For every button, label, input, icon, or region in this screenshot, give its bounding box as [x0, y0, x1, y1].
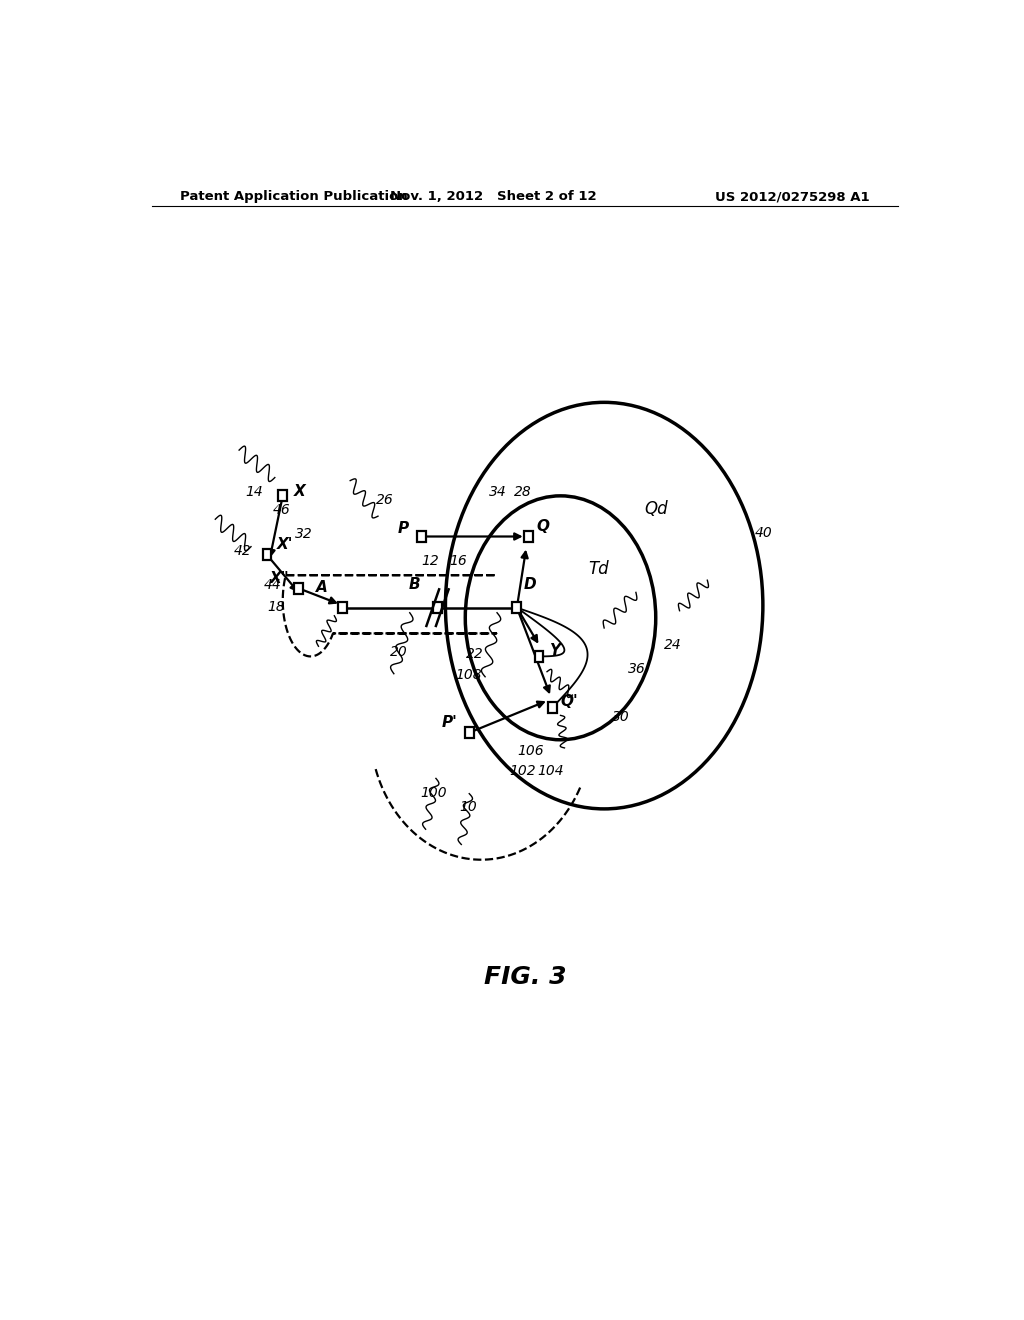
Text: 30: 30: [612, 710, 630, 725]
Text: 44: 44: [263, 578, 282, 593]
Text: B: B: [409, 577, 420, 593]
Text: 46: 46: [272, 503, 290, 517]
Text: US 2012/0275298 A1: US 2012/0275298 A1: [716, 190, 870, 203]
Bar: [294, 582, 303, 594]
Text: 36: 36: [628, 661, 646, 676]
Bar: [535, 651, 544, 663]
Text: Qd: Qd: [644, 500, 668, 517]
Bar: [465, 727, 474, 738]
Bar: [548, 702, 557, 713]
Text: 40: 40: [755, 525, 773, 540]
Text: Q: Q: [537, 519, 550, 533]
Text: 12: 12: [422, 554, 439, 568]
Bar: [338, 602, 347, 614]
Bar: [279, 490, 287, 502]
Text: 100: 100: [420, 785, 446, 800]
Text: 28: 28: [514, 484, 531, 499]
Bar: [524, 531, 534, 543]
Bar: [433, 602, 442, 614]
Text: Y: Y: [549, 643, 559, 657]
Text: 20: 20: [390, 645, 408, 660]
Bar: [262, 549, 271, 561]
Text: 16: 16: [450, 554, 467, 568]
Text: 106: 106: [517, 744, 544, 758]
Text: P': P': [441, 715, 458, 730]
Text: 22: 22: [466, 648, 483, 661]
Text: X': X': [276, 537, 293, 552]
Text: 108: 108: [456, 668, 482, 682]
Text: 18: 18: [267, 599, 285, 614]
Text: 34: 34: [489, 484, 507, 499]
Text: 24: 24: [664, 639, 681, 652]
Text: A: A: [316, 581, 328, 595]
Text: 32: 32: [295, 527, 312, 540]
Text: P: P: [397, 521, 409, 536]
Text: Nov. 1, 2012   Sheet 2 of 12: Nov. 1, 2012 Sheet 2 of 12: [390, 190, 596, 203]
Text: FIG. 3: FIG. 3: [483, 965, 566, 989]
Text: X: X: [294, 484, 305, 499]
Text: 102: 102: [509, 764, 536, 779]
Text: 14: 14: [245, 484, 263, 499]
Bar: [512, 602, 521, 614]
Text: D: D: [523, 577, 536, 593]
Text: Patent Application Publication: Patent Application Publication: [179, 190, 408, 203]
Text: 10: 10: [460, 800, 477, 814]
Bar: [417, 531, 426, 543]
Text: Td: Td: [588, 560, 609, 578]
Text: 104: 104: [538, 764, 564, 779]
Text: 26: 26: [377, 492, 394, 507]
Text: X": X": [269, 570, 289, 586]
Text: 42: 42: [233, 544, 251, 558]
Text: Q': Q': [560, 693, 579, 709]
